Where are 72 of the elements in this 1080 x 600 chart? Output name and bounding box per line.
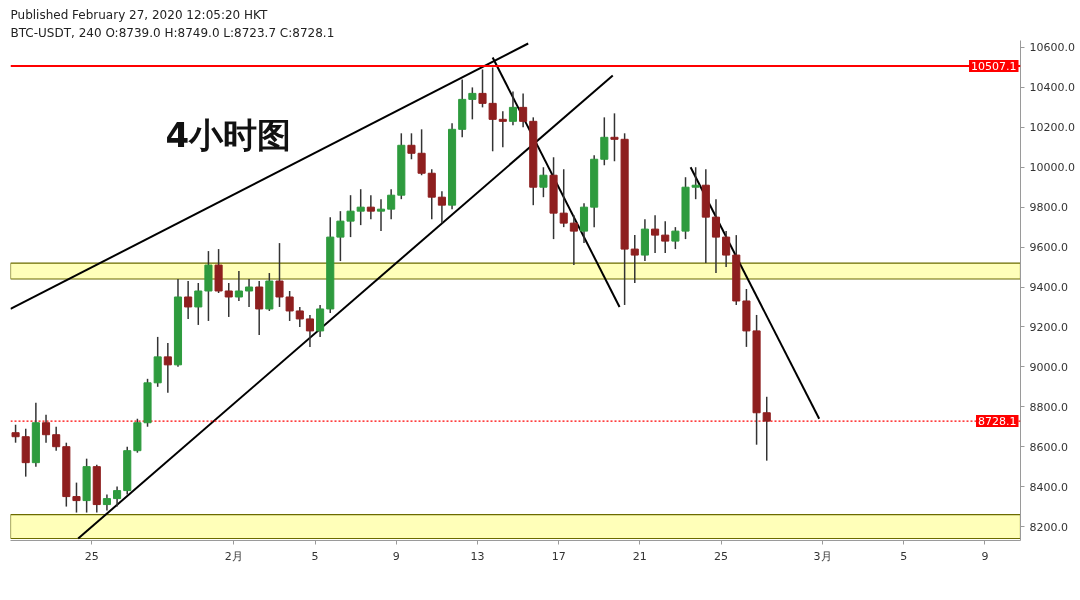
y-tick-label: 10200.0 [1029, 121, 1075, 135]
chart-subtitle: BTC-USDT, 240 O:8739.0 H:8749.0 L:8723.7 C:8728.1 [10, 25, 335, 40]
candlestick [417, 128, 426, 176]
candlestick [630, 234, 639, 284]
y-tick-label: 9600.0 [1029, 241, 1068, 255]
candlestick [356, 188, 365, 226]
candlestick [498, 110, 507, 149]
candlestick [671, 226, 680, 250]
candlestick [255, 280, 264, 336]
candlestick [661, 220, 670, 254]
candlestick [184, 280, 193, 320]
candlestick [468, 86, 477, 121]
candlestick [163, 342, 172, 394]
x-tick-label: 5 [900, 549, 908, 563]
candlestick [52, 425, 61, 452]
y-tick-label: 9000.0 [1029, 360, 1068, 374]
x-tick-label: 5 [311, 549, 319, 563]
ref-line-label: 10507.1 [971, 60, 1017, 74]
candlestick [285, 290, 294, 322]
x-tick-label: 3月 [813, 549, 832, 563]
y-tick-label: 8600.0 [1029, 440, 1068, 454]
candlestick [366, 194, 375, 220]
candlestick [539, 166, 548, 198]
y-tick-label: 10000.0 [1029, 161, 1075, 175]
candlestick [651, 214, 660, 254]
y-tick-label: 9200.0 [1029, 320, 1068, 334]
candlestick [295, 306, 304, 328]
y-tick-label: 8800.0 [1029, 400, 1068, 414]
x-tick-label: 9 [981, 549, 989, 563]
candlestick [336, 210, 345, 262]
y-tick-label: 9800.0 [1029, 201, 1068, 215]
candlestick [113, 485, 122, 508]
text: 4小时图 [165, 114, 292, 155]
candlestick [234, 270, 243, 302]
text: Published February 27, 2020 12:05:20 HKT [10, 7, 268, 22]
candlestick [569, 214, 578, 266]
x-tick-label: 17 [551, 549, 566, 563]
candlestick [387, 188, 396, 220]
candlestick [610, 112, 619, 163]
candlestick [691, 166, 700, 200]
x-tick-label: 25 [84, 549, 99, 563]
candlestick [305, 314, 314, 348]
candlestick [519, 92, 528, 129]
candlestick [407, 132, 416, 161]
x-tick-label: 25 [714, 549, 729, 563]
x-tick-label: 9 [392, 549, 400, 563]
candlestick [346, 194, 355, 238]
candlestick [722, 230, 731, 268]
x-tick-label: 2月 [224, 549, 243, 563]
candlestick [600, 116, 609, 166]
candlestick [427, 168, 436, 220]
candlestick [437, 190, 446, 224]
x-tick-label: 21 [632, 549, 647, 563]
candlestick [316, 304, 325, 338]
ref-line-label: 8728.1 [978, 415, 1017, 429]
candlestick [244, 278, 254, 308]
candlestick [711, 198, 721, 274]
candlestick [224, 282, 233, 318]
y-tick-label: 8200.0 [1029, 520, 1068, 534]
candlestick [508, 90, 518, 127]
candlestick [194, 282, 203, 326]
candlestick [762, 396, 771, 462]
y-tick-label: 8400.0 [1029, 480, 1068, 494]
candlestick [41, 414, 51, 444]
candlestick [376, 198, 386, 232]
candlestick [579, 202, 589, 244]
x-tick-label: 13 [470, 549, 485, 563]
y-tick-label: 10400.0 [1029, 81, 1075, 95]
y-tick-label: 10600.0 [1029, 41, 1075, 55]
candlestick [559, 168, 568, 228]
y-tick-label: 9400.0 [1029, 281, 1068, 295]
candlestick [275, 242, 284, 308]
